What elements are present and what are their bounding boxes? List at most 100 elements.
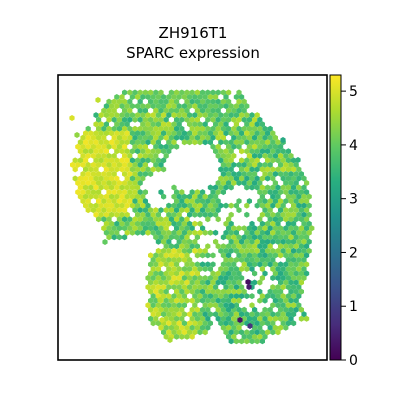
spot xyxy=(127,107,133,114)
spot xyxy=(114,157,120,164)
spot xyxy=(171,184,177,191)
spot xyxy=(272,315,278,322)
spot xyxy=(233,275,239,281)
spot xyxy=(145,94,151,100)
spot xyxy=(252,270,258,277)
spot xyxy=(197,247,203,254)
spot xyxy=(218,266,224,272)
spot xyxy=(192,220,198,227)
spot xyxy=(241,243,247,250)
spot xyxy=(285,247,291,254)
spot xyxy=(223,320,229,327)
spot xyxy=(233,130,239,137)
spot xyxy=(213,193,219,200)
spot xyxy=(202,284,208,291)
spot xyxy=(280,247,286,254)
spot xyxy=(304,315,310,322)
spot xyxy=(236,225,242,232)
spot xyxy=(132,161,138,168)
spot xyxy=(226,270,232,277)
spot xyxy=(161,148,167,155)
spot xyxy=(153,116,159,123)
spot xyxy=(272,297,278,304)
spot xyxy=(267,315,273,322)
spot xyxy=(223,130,229,137)
spot xyxy=(187,229,193,236)
spot xyxy=(304,252,310,259)
spot xyxy=(200,288,206,295)
spot xyxy=(249,338,255,345)
spot xyxy=(174,279,180,286)
spot xyxy=(291,166,297,173)
spot xyxy=(197,193,203,200)
spot xyxy=(246,171,252,177)
spot xyxy=(181,193,187,200)
spot xyxy=(127,125,133,132)
spot xyxy=(179,134,185,141)
spot xyxy=(142,161,148,168)
spot xyxy=(109,130,115,137)
spot xyxy=(124,184,130,191)
spot xyxy=(283,171,289,177)
spot xyxy=(233,94,239,100)
spot xyxy=(80,171,86,177)
spot xyxy=(233,302,239,309)
spot xyxy=(137,134,143,141)
spot xyxy=(150,157,156,164)
spot xyxy=(98,211,104,218)
spot xyxy=(226,216,232,223)
spot xyxy=(275,184,281,191)
spot xyxy=(257,297,263,304)
spot xyxy=(114,220,120,227)
spot xyxy=(215,270,221,277)
spot xyxy=(137,161,143,168)
spot xyxy=(262,225,268,232)
spot xyxy=(283,189,289,196)
spot xyxy=(197,229,203,236)
spot xyxy=(202,139,208,146)
spot xyxy=(187,94,193,100)
spot xyxy=(194,279,200,286)
spot xyxy=(259,266,265,272)
spot xyxy=(93,157,99,164)
spot xyxy=(252,225,258,232)
spot xyxy=(259,139,265,146)
spot xyxy=(288,207,294,214)
spot xyxy=(210,279,216,286)
spot xyxy=(236,288,242,295)
spot xyxy=(137,116,143,123)
spot xyxy=(257,261,263,268)
spot xyxy=(174,107,180,114)
spot xyxy=(275,329,281,336)
spot xyxy=(259,121,265,128)
spot xyxy=(168,143,174,150)
spot xyxy=(213,302,219,309)
spot xyxy=(111,152,117,159)
spot xyxy=(116,234,122,241)
spot xyxy=(129,112,135,119)
spot xyxy=(265,166,271,173)
spot xyxy=(163,270,169,277)
spot xyxy=(296,256,302,263)
spot xyxy=(252,315,258,322)
spot xyxy=(161,229,167,236)
spot xyxy=(220,324,226,331)
spot xyxy=(155,256,161,263)
spot xyxy=(231,107,237,114)
spot xyxy=(161,284,167,291)
spot xyxy=(207,266,213,272)
spot xyxy=(145,166,151,173)
spot xyxy=(179,297,185,304)
spot xyxy=(285,320,291,327)
spot xyxy=(119,211,125,218)
spot xyxy=(210,134,216,141)
spot xyxy=(153,207,159,214)
spot xyxy=(259,193,265,200)
spot xyxy=(249,121,255,128)
spot xyxy=(171,329,177,336)
spot xyxy=(103,220,109,227)
spot xyxy=(148,116,154,123)
spot xyxy=(150,103,156,110)
spot xyxy=(272,288,278,295)
spot xyxy=(236,143,242,150)
